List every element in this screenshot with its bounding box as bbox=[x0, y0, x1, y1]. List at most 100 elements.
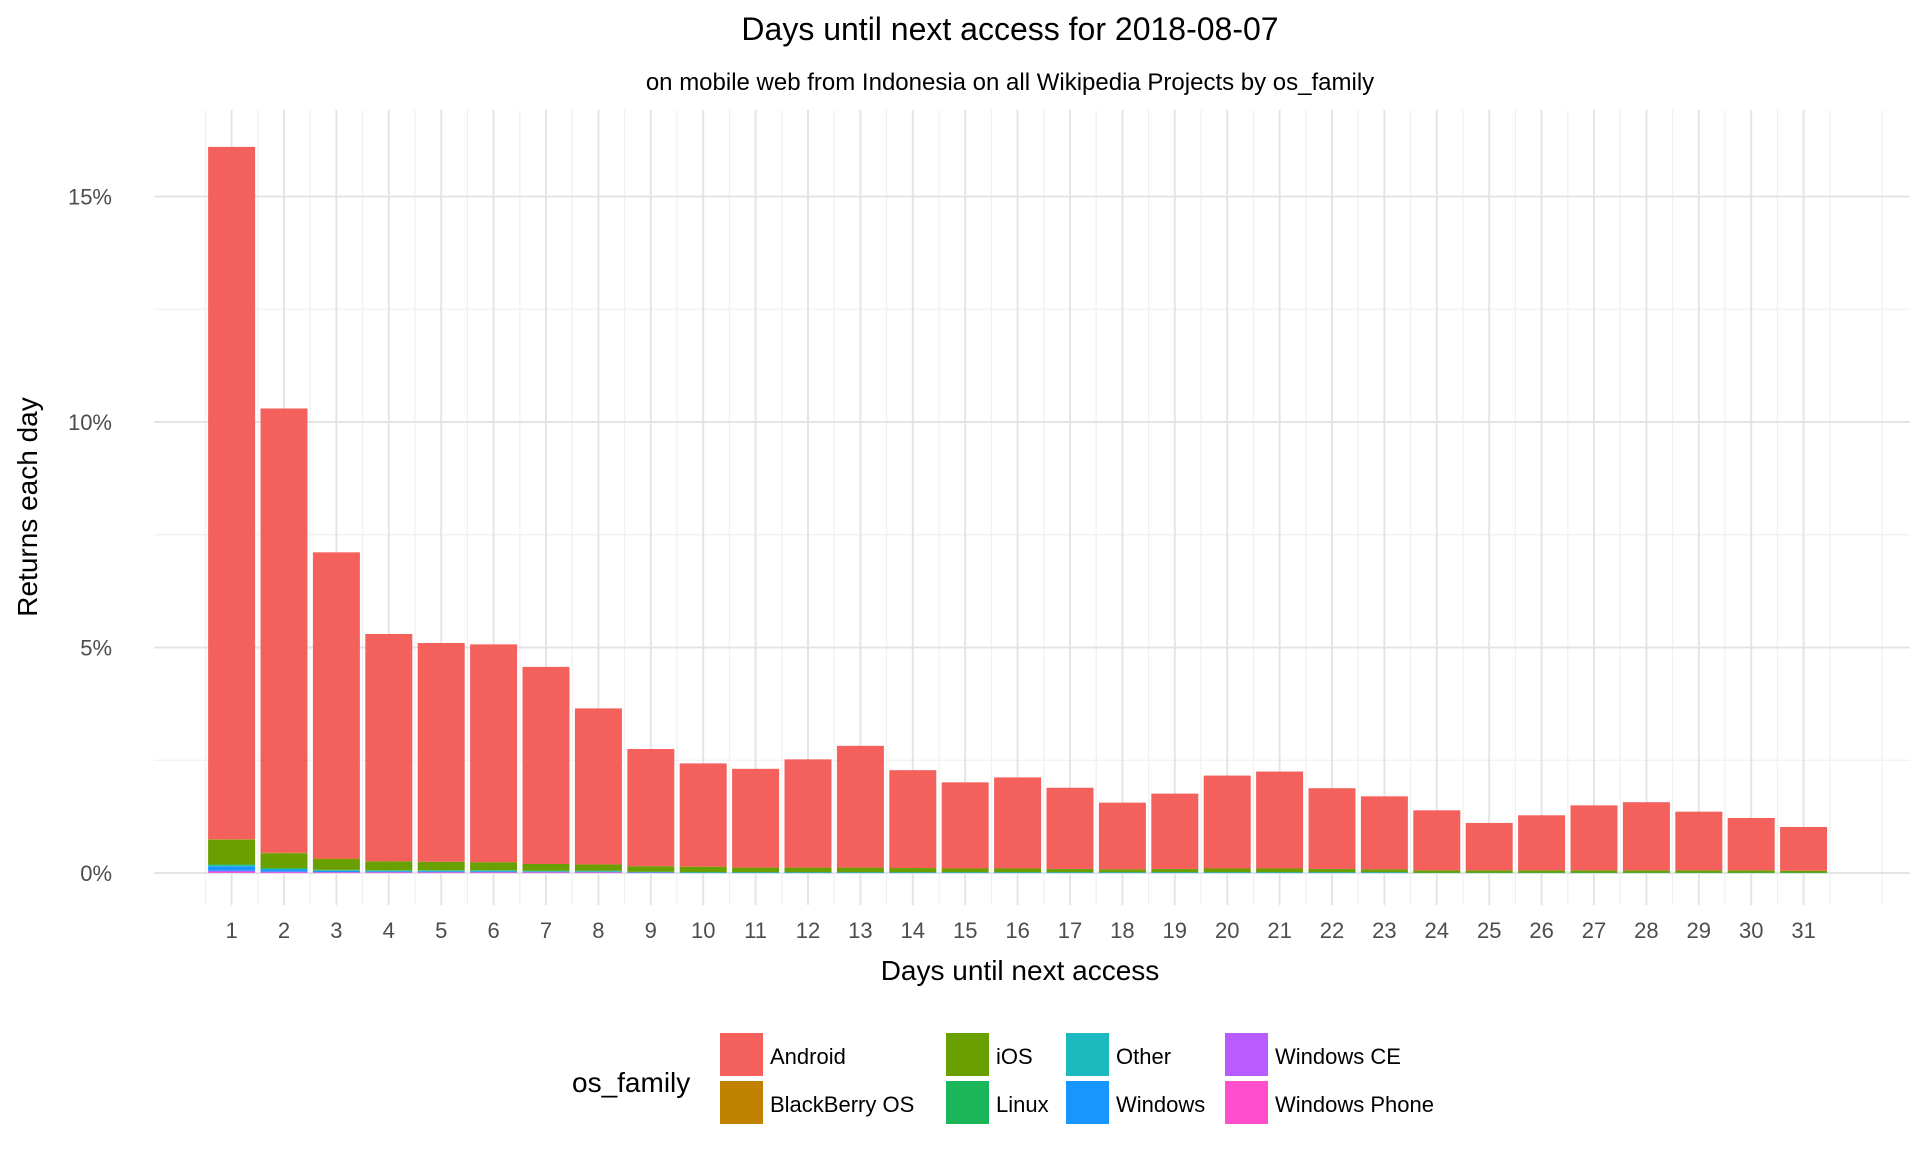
x-tick-label: 15 bbox=[953, 918, 977, 943]
bar-segment-windows-1 bbox=[208, 866, 256, 871]
legend-label-windows: Windows bbox=[1116, 1092, 1205, 1117]
bar-segment-ios-16 bbox=[994, 868, 1042, 873]
bar-segment-ios-13 bbox=[836, 867, 884, 873]
x-tick-label: 7 bbox=[540, 918, 552, 943]
bar-segment-linux-15 bbox=[941, 872, 989, 873]
bar-segment-ios-25 bbox=[1465, 870, 1513, 873]
bar-segment-other-6 bbox=[470, 870, 518, 872]
bar-segment-windows-15 bbox=[941, 872, 989, 874]
bar-segment-ios-24 bbox=[1413, 870, 1461, 873]
bar-segment-ios-18 bbox=[1098, 869, 1146, 873]
x-tick-label: 1 bbox=[225, 918, 237, 943]
bar-segment-windows-ce-4 bbox=[365, 872, 413, 873]
bar-segment-ios-27 bbox=[1570, 870, 1618, 873]
x-tick-label: 22 bbox=[1320, 918, 1344, 943]
bar-segment-android-25 bbox=[1465, 822, 1513, 871]
bar-segment-android-30 bbox=[1727, 817, 1775, 871]
bar-segment-windows-7 bbox=[522, 871, 570, 873]
bar-segment-linux-25 bbox=[1465, 872, 1513, 874]
bar-segment-linux-20 bbox=[1203, 872, 1251, 873]
bar-segment-linux-12 bbox=[784, 872, 832, 873]
bar-segment-other-8 bbox=[574, 871, 622, 872]
bar-segment-ios-6 bbox=[470, 862, 518, 871]
bar-segment-ios-5 bbox=[417, 861, 465, 871]
x-tick-label: 26 bbox=[1529, 918, 1553, 943]
bar-segment-android-10 bbox=[679, 763, 727, 867]
bar-segment-windows-phone-1 bbox=[208, 872, 256, 873]
bar-segment-windows-ce-1 bbox=[208, 870, 256, 873]
y-axis-ticks: 0% 5% 10% 15% bbox=[68, 185, 112, 887]
bar-segment-windows-9 bbox=[627, 872, 675, 873]
bar-segment-android-6 bbox=[470, 644, 518, 863]
legend-label-windows-ce: Windows CE bbox=[1275, 1044, 1401, 1069]
legend-swatch-windows-ce bbox=[1225, 1033, 1268, 1076]
legend-swatch-blackberry-os bbox=[720, 1081, 763, 1124]
bar-segment-ios-1 bbox=[208, 839, 256, 865]
bar-segment-android-9 bbox=[627, 748, 675, 867]
bar-segment-linux-18 bbox=[1098, 872, 1146, 873]
x-tick-label: 23 bbox=[1372, 918, 1396, 943]
bar-segment-ios-8 bbox=[574, 864, 622, 871]
bar-segment-ios-2 bbox=[260, 853, 308, 869]
bar-segment-linux-30 bbox=[1727, 872, 1775, 874]
bar-segment-other-4 bbox=[365, 870, 413, 872]
bar-segment-windows-ce-6 bbox=[470, 872, 518, 873]
bar-segment-ios-22 bbox=[1308, 868, 1356, 873]
bar-segment-windows-12 bbox=[784, 872, 832, 874]
bar-segment-windows-22 bbox=[1308, 872, 1356, 874]
bar-segment-android-28 bbox=[1622, 802, 1670, 871]
bar-segment-windows-6 bbox=[470, 871, 518, 873]
bar-segment-linux-28 bbox=[1622, 872, 1670, 874]
bar-segment-ios-15 bbox=[941, 868, 989, 873]
bar-segment-windows-17 bbox=[1046, 872, 1094, 874]
x-tick-label: 21 bbox=[1267, 918, 1291, 943]
chart-title: Days until next access for 2018-08-07 bbox=[741, 11, 1278, 47]
bar-segment-windows-ce-9 bbox=[627, 872, 675, 874]
bar-segment-ios-9 bbox=[627, 866, 675, 872]
bar-segment-windows-4 bbox=[365, 871, 413, 873]
chart-subtitle: on mobile web from Indonesia on all Wiki… bbox=[646, 69, 1374, 96]
bar-segment-ios-19 bbox=[1151, 868, 1199, 873]
legend-label-ios: iOS bbox=[996, 1044, 1033, 1069]
bar-segment-linux-11 bbox=[732, 872, 780, 873]
bar-segment-android-18 bbox=[1098, 802, 1146, 870]
bar-segment-linux-31 bbox=[1780, 872, 1828, 874]
bar-segment-ios-21 bbox=[1256, 868, 1304, 873]
bar-segment-ios-14 bbox=[889, 868, 937, 873]
bar-segment-android-5 bbox=[417, 642, 465, 862]
bar-segment-ios-29 bbox=[1675, 870, 1723, 873]
bar-segment-other-5 bbox=[417, 870, 465, 872]
x-tick-label: 18 bbox=[1110, 918, 1134, 943]
x-tick-label: 9 bbox=[645, 918, 657, 943]
legend-swatch-linux bbox=[946, 1081, 989, 1124]
legend-swatch-ios bbox=[946, 1033, 989, 1076]
bar-segment-android-19 bbox=[1151, 793, 1199, 869]
bar-segment-linux-29 bbox=[1675, 872, 1723, 874]
bar-segment-windows-3 bbox=[312, 870, 360, 873]
bar-segment-windows-11 bbox=[732, 872, 780, 874]
bar-segment-android-15 bbox=[941, 782, 989, 869]
bar-segment-windows-phone-2 bbox=[260, 872, 308, 874]
bar-segment-android-20 bbox=[1203, 775, 1251, 869]
bar-segment-other-7 bbox=[522, 871, 570, 872]
x-axis-ticks: 1 2 3 4 5 6 7 8 9 10 11 12 13 14 15 16 17 18 19 20 21 22 23 24 2… bbox=[225, 918, 1815, 943]
bar-segment-ios-31 bbox=[1780, 870, 1828, 873]
x-tick-label: 13 bbox=[848, 918, 872, 943]
bar-segment-ios-20 bbox=[1203, 868, 1251, 873]
bar-segment-android-1 bbox=[208, 146, 256, 840]
x-tick-label: 30 bbox=[1739, 918, 1763, 943]
y-tick-label: 15% bbox=[68, 185, 112, 210]
bar-segment-linux-21 bbox=[1256, 872, 1304, 873]
x-tick-label: 29 bbox=[1687, 918, 1711, 943]
bar-segment-windows-phone-8 bbox=[574, 872, 622, 874]
legend-label-blackberry-os: BlackBerry OS bbox=[770, 1092, 914, 1117]
bar-segment-android-22 bbox=[1308, 788, 1356, 869]
bar-segment-windows-13 bbox=[836, 872, 884, 874]
bar-segment-android-8 bbox=[574, 708, 622, 865]
bar-segment-android-24 bbox=[1413, 810, 1461, 871]
bar-segment-android-2 bbox=[260, 408, 308, 853]
bar-segment-windows-8 bbox=[574, 871, 622, 873]
bar-segment-windows-ce-2 bbox=[260, 871, 308, 873]
bar-segment-windows-23 bbox=[1360, 872, 1408, 874]
